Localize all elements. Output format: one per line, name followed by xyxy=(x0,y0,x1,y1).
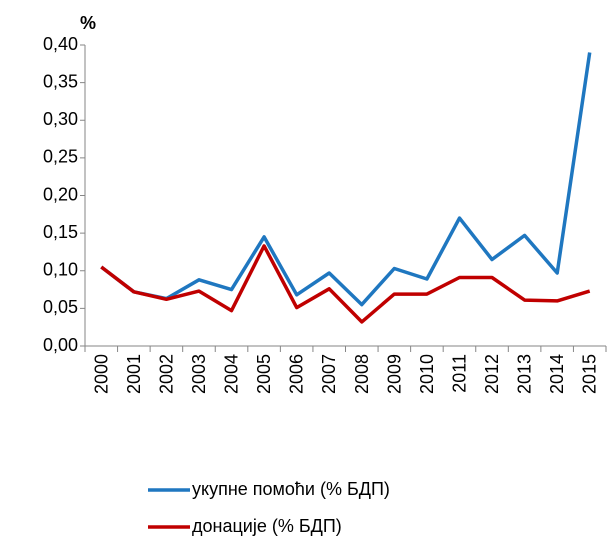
x-tick-label: 2003 xyxy=(189,354,209,394)
x-tick-label: 2004 xyxy=(222,354,242,394)
y-tick-label: 0,35 xyxy=(43,71,78,91)
x-tick-label: 2013 xyxy=(515,354,535,394)
y-tick-label: 0,30 xyxy=(43,109,78,129)
x-tick-label: 2009 xyxy=(384,354,404,394)
x-tick-label: 2005 xyxy=(254,354,274,394)
y-tick-label: 0,10 xyxy=(43,260,78,280)
x-tick-label: 2002 xyxy=(156,354,176,394)
y-tick-label: 0,00 xyxy=(43,335,78,355)
x-tick-label: 2014 xyxy=(547,354,567,394)
x-tick-label: 2015 xyxy=(580,354,600,394)
y-tick-label: 0,40 xyxy=(43,34,78,54)
legend-label: донације (% БДП) xyxy=(192,516,342,536)
series-line xyxy=(100,52,592,307)
y-tick-label: 0,05 xyxy=(43,297,78,317)
x-tick-label: 2008 xyxy=(352,354,372,394)
x-tick-label: 2007 xyxy=(319,354,339,394)
unit-label: % xyxy=(80,13,96,33)
x-tick-label: 2000 xyxy=(91,354,111,394)
legend-label: укупне помоћи (% БДП) xyxy=(192,479,390,499)
series-line xyxy=(100,244,591,324)
x-tick-label: 2011 xyxy=(449,354,469,393)
x-tick-label: 2006 xyxy=(287,354,307,394)
y-tick-label: 0,15 xyxy=(43,222,78,242)
x-tick-label: 2010 xyxy=(417,354,437,394)
x-tick-label: 2012 xyxy=(482,354,502,394)
y-tick-label: 0,20 xyxy=(43,184,78,204)
x-tick-label: 2001 xyxy=(124,354,144,394)
y-tick-label: 0,25 xyxy=(43,147,78,167)
